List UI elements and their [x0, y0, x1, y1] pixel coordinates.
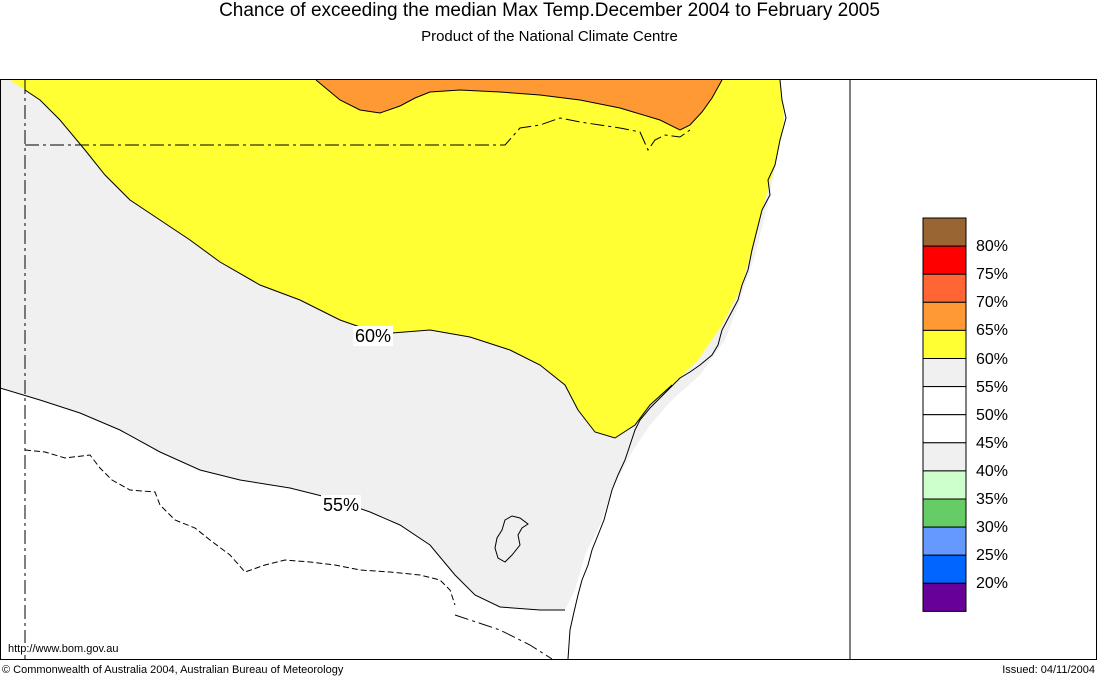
legend-swatch — [922, 414, 967, 444]
contour-65-line — [315, 79, 723, 131]
region-65-70 — [316, 80, 722, 130]
legend-swatch — [922, 217, 967, 247]
legend-swatch — [922, 554, 967, 584]
legend-label: 40% — [976, 462, 1009, 480]
map-frame — [0, 79, 1097, 660]
legend-swatch — [922, 329, 967, 359]
copyright-text: © Commonwealth of Australia 2004, Austra… — [2, 664, 344, 676]
coastline — [567, 79, 787, 660]
legend-label: 45% — [976, 434, 1009, 452]
legend-label: 55% — [976, 378, 1009, 396]
region-60-65 — [10, 80, 784, 438]
legend-swatch — [922, 273, 967, 303]
map-title: Chance of exceeding the median Max Temp.… — [219, 0, 880, 21]
legend-label: 30% — [976, 519, 1009, 537]
legend-label: 50% — [976, 406, 1009, 424]
legend-label: 70% — [976, 294, 1009, 312]
map-subtitle: Product of the National Climate Centre — [421, 28, 678, 45]
legend-label: 60% — [976, 350, 1009, 368]
legend-label: 80% — [976, 238, 1009, 256]
legend-swatch — [922, 498, 967, 528]
map-area — [0, 79, 850, 660]
act-border — [494, 515, 529, 563]
contour-label-60: 60% — [353, 326, 394, 346]
legend-swatch — [922, 582, 967, 612]
legend-swatch — [922, 526, 967, 556]
legend-label: 35% — [976, 491, 1009, 508]
legend-label: 75% — [976, 266, 1009, 284]
legend-swatch — [922, 386, 967, 416]
legend-swatch — [922, 358, 967, 388]
legend-swatch — [922, 442, 967, 472]
legend-swatches — [922, 217, 967, 612]
legend-label: 65% — [976, 322, 1009, 340]
legend-swatch — [922, 470, 967, 500]
state-border-north — [25, 117, 691, 152]
issued-date: Issued: 04/11/2004 — [1002, 664, 1095, 676]
legend-label: 25% — [976, 547, 1009, 565]
state-border-southeast — [454, 614, 553, 660]
source-url[interactable]: http://www.bom.gov.au — [6, 643, 121, 655]
legend-swatch — [922, 301, 967, 331]
legend-label: 20% — [976, 575, 1009, 593]
contour-label-55: 55% — [321, 495, 362, 515]
legend-swatch — [922, 245, 967, 275]
